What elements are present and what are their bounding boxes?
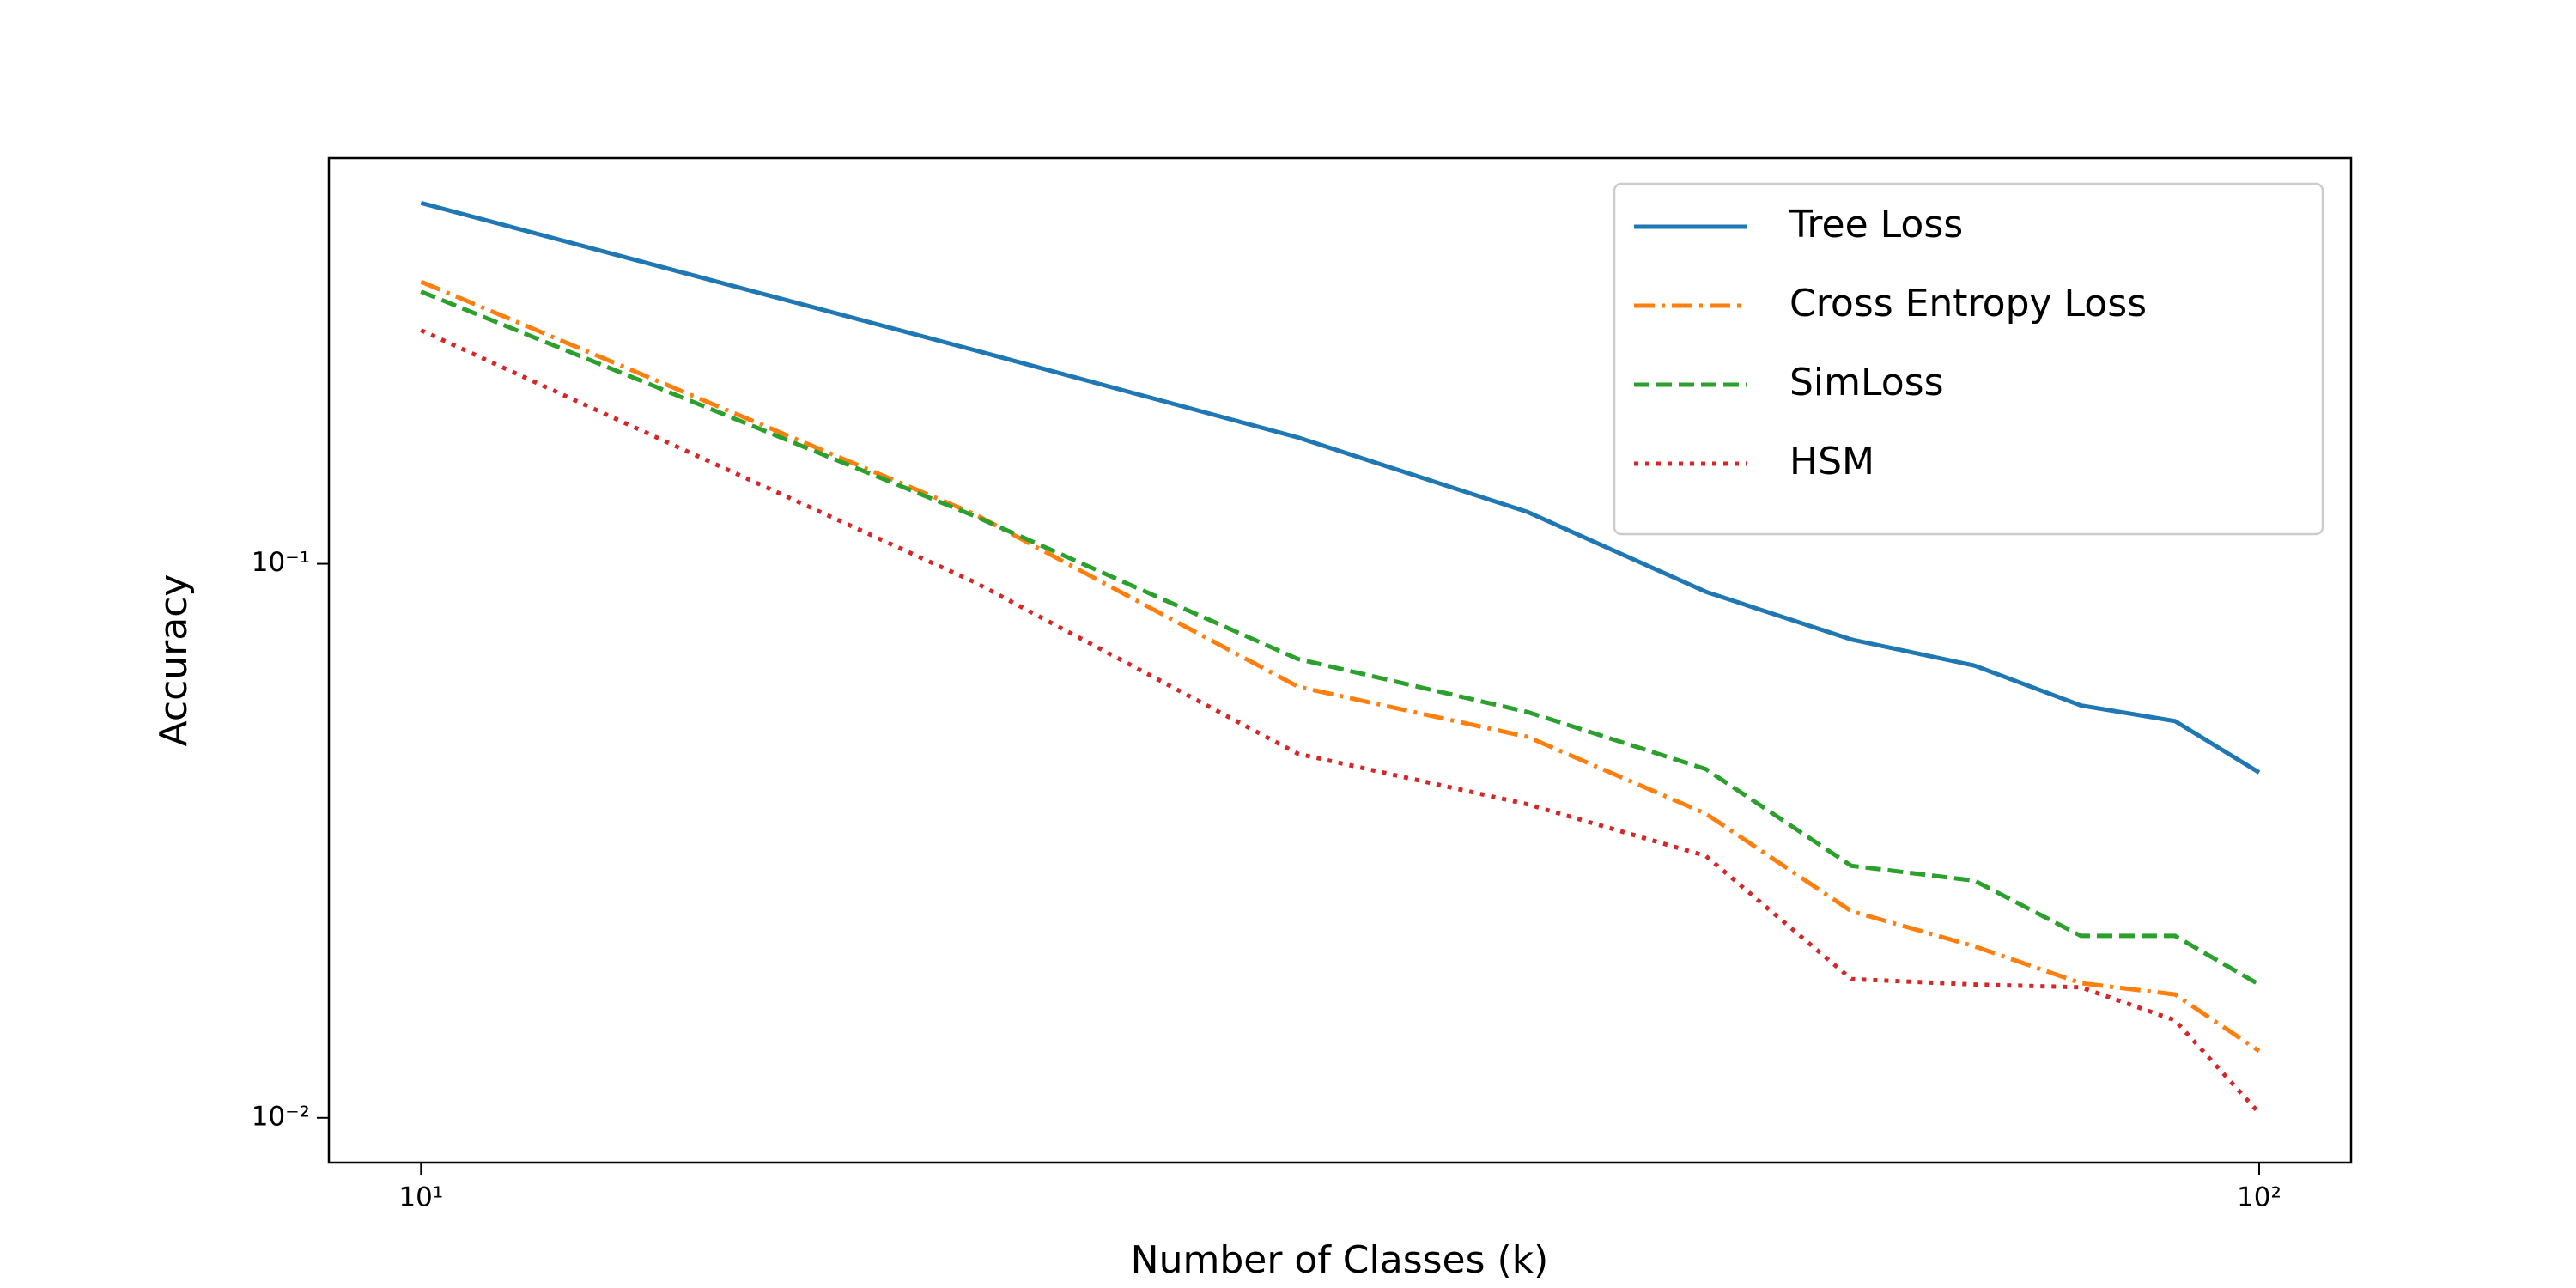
y-axis-label: Accuracy: [152, 574, 196, 747]
legend-box: [1613, 182, 2324, 536]
y-tick-label: 10⁻²: [252, 1101, 310, 1132]
y-tick-label: 10⁻¹: [252, 547, 310, 578]
x-tick-label: 10²: [2237, 1182, 2281, 1213]
series-line: [420, 328, 2261, 1115]
legend-label: Cross Entropy Loss: [1789, 282, 2147, 325]
x-axis-label: Number of Classes (k): [1131, 1238, 1549, 1282]
legend-label: HSM: [1789, 440, 1874, 483]
legend-label: Tree Loss: [1789, 203, 1963, 246]
legend-label: SimLoss: [1789, 361, 1944, 404]
series-line: [420, 279, 2261, 1054]
series-line: [420, 200, 2261, 775]
plot-frame: [327, 156, 2353, 1164]
series-line: [420, 289, 2261, 987]
x-tick-label: 10¹: [398, 1182, 443, 1213]
